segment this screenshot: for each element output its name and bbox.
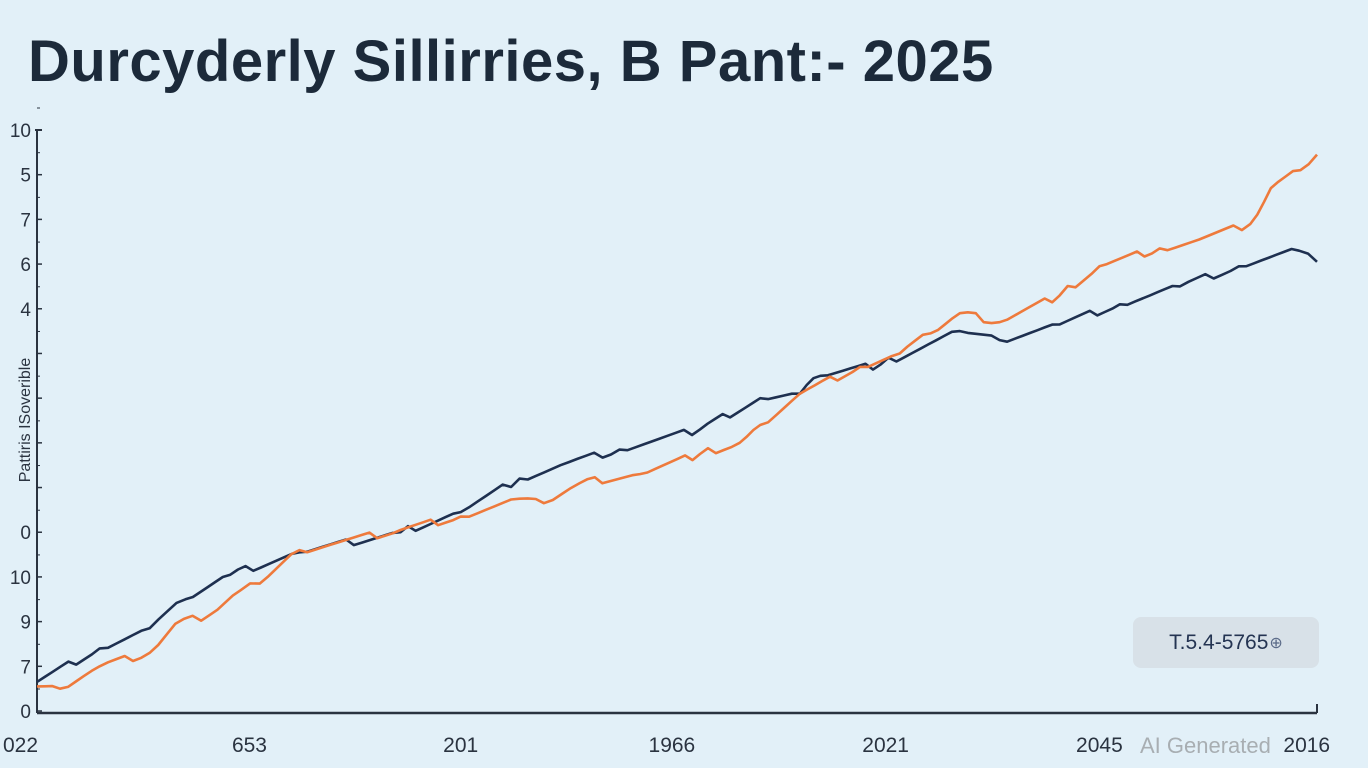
x-tick-label: 1966: [649, 734, 696, 757]
y-tick-label: 6: [20, 255, 31, 276]
globe-icon: ⊕: [1269, 634, 1283, 652]
annotation-badge: T.5.4-5765 ⊕: [1133, 617, 1319, 668]
x-tick-label: 653: [232, 734, 267, 757]
x-tick-label: 022: [3, 734, 38, 757]
watermark: AI Generated: [1140, 733, 1271, 758]
x-tick-label: 2016: [1283, 734, 1330, 757]
y-tick-label: 4: [20, 300, 31, 321]
y-tick-label: 10: [10, 121, 31, 142]
y-tick-label: 10: [10, 568, 31, 589]
series-line-orange: [36, 153, 1318, 690]
chart-title: Durcyderly Sillirries, B Pant:- 2025: [28, 29, 994, 94]
y-tick-label: 7: [20, 657, 31, 678]
y-axis-label: Pattiris ISoverible: [17, 358, 34, 483]
y-tick-label: 0: [20, 523, 31, 544]
x-tick-label: 2021: [862, 734, 909, 757]
x-tick-label: 201: [443, 734, 478, 757]
y-tick-label: 7: [20, 210, 31, 231]
series-line-navy: [36, 247, 1318, 684]
x-tick-label: 2045: [1076, 734, 1123, 757]
y-tick-label: 5: [20, 166, 31, 187]
y-tick-label: 9: [20, 613, 31, 634]
y-tick-label: 0: [20, 702, 31, 723]
annotation-text: T.5.4-5765: [1169, 630, 1269, 654]
